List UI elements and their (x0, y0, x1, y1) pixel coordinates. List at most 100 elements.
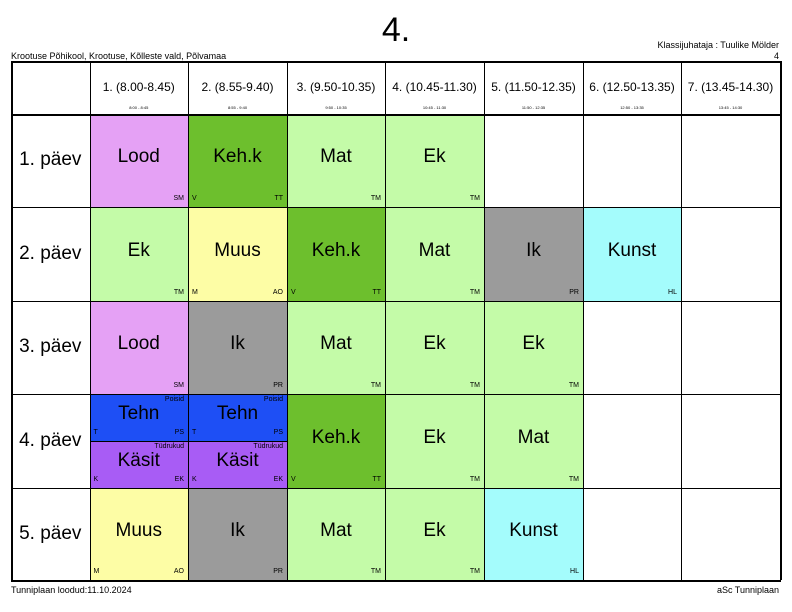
lesson-cell[interactable]: Kunst HL (484, 487, 583, 580)
lesson-cell[interactable]: Mat TM (484, 394, 583, 488)
lesson-room: M (93, 568, 100, 575)
lesson-subject: Mat (517, 426, 550, 448)
lesson-teacher: TM (469, 568, 480, 575)
grid-line (287, 61, 288, 580)
lesson-teacher: AO (173, 568, 184, 575)
lesson-teacher: HL (570, 568, 579, 575)
lesson-cell[interactable]: Keh.k V TT (188, 113, 287, 207)
grid-line (484, 61, 485, 580)
grid-line (11, 394, 781, 395)
lesson-subject: Lood (117, 146, 160, 168)
lesson-subject: Muus (214, 239, 261, 261)
lesson-cell[interactable]: Keh.k V TT (287, 207, 385, 301)
grid-line (11, 61, 781, 63)
grid-line (11, 580, 781, 582)
lesson-teacher: TM (173, 288, 184, 296)
lesson-teacher: AO (272, 288, 283, 296)
grid-line (188, 440, 287, 442)
lesson-room: M (192, 288, 198, 296)
lesson-cell[interactable]: Ek TM (385, 113, 484, 207)
period-label: 2. (8.55-9.40) (201, 80, 274, 94)
lesson-teacher: TT (274, 195, 283, 202)
footer-created-date: Tunniplaan loodud:11.10.2024 (11, 585, 132, 595)
lesson-teacher: PS (174, 428, 184, 436)
grid-line (11, 300, 781, 302)
lesson-subject: Kunst (509, 519, 558, 541)
lesson-cell[interactable]: Ek TM (385, 300, 484, 394)
lesson-teacher: TM (469, 195, 480, 202)
lesson-teacher: TM (469, 382, 480, 389)
lesson-cell[interactable]: Mat TM (287, 113, 385, 207)
lesson-cell[interactable]: Tehn Poisid T PS (188, 394, 287, 441)
lesson-teacher: SM (173, 382, 185, 389)
lesson-cell[interactable]: Kunst HL (583, 207, 681, 301)
day-label: 3. päev (19, 336, 82, 358)
period-label: 1. (8.00-8.45) (102, 80, 175, 94)
lesson-cell[interactable]: Muus M AO (89, 487, 188, 580)
period-header: 5. (11.50-12.35) 11:50 - 12:35 (484, 61, 583, 114)
lesson-cell[interactable]: Mat TM (287, 300, 385, 394)
grid-line (11, 61, 13, 580)
school-name: Krootuse Põhikool, Krootuse, Kõlleste va… (11, 51, 227, 61)
lesson-cell[interactable]: Ik PR (188, 300, 287, 394)
lesson-cell[interactable]: Ek TM (385, 394, 484, 488)
lesson-teacher: EK (273, 475, 283, 483)
lesson-cell[interactable]: Käsit Tüdrukud K EK (89, 440, 188, 488)
lesson-teacher: TM (370, 382, 381, 389)
period-label: 6. (12.50-13.35) (589, 80, 675, 94)
period-label: 4. (10.45-11.30) (392, 80, 477, 94)
lesson-cell[interactable]: Keh.k V TT (287, 394, 385, 488)
lesson-teacher: TT (372, 288, 381, 296)
lesson-subject: Mat (320, 519, 352, 541)
lesson-group: Tüdrukud (154, 442, 184, 450)
lesson-cell[interactable]: Ik PR (484, 207, 583, 301)
lesson-cell[interactable]: Mat TM (287, 487, 385, 580)
head-teacher-code: 4 (773, 51, 779, 61)
lesson-teacher: TM (568, 382, 579, 389)
grid-line (11, 113, 781, 116)
lesson-cell[interactable]: Ek TM (484, 300, 583, 394)
lesson-room: V (291, 475, 296, 483)
footer-brand: aSc Tunniplaan (716, 585, 779, 595)
lesson-cell[interactable]: Ek TM (385, 487, 484, 580)
lesson-cell[interactable]: Muus M AO (188, 207, 287, 301)
lesson-room: V (192, 195, 197, 202)
lesson-group: Tüdrukud (253, 442, 283, 450)
lesson-subject: Ek (127, 239, 150, 261)
lesson-cell[interactable]: Mat TM (385, 207, 484, 301)
lesson-cell[interactable]: Ek TM (89, 207, 188, 301)
lesson-cell[interactable]: Tehn Poisid T PS (89, 394, 188, 441)
lesson-subject: Ek (423, 146, 446, 168)
period-label: 7. (13.45-14.30) (687, 80, 774, 94)
period-time: 8:55 - 9:40 (227, 105, 248, 110)
grid-line (385, 61, 386, 580)
lesson-group: Poisid (263, 396, 283, 403)
lesson-teacher: TM (370, 195, 381, 202)
lesson-teacher: TM (370, 568, 381, 575)
day-label: 1. päev (19, 149, 82, 171)
lesson-subject: Mat (418, 239, 451, 261)
lesson-subject: Ik (526, 239, 541, 261)
lesson-cell[interactable]: Ik PR (188, 487, 287, 580)
lesson-subject: Keh.k (311, 239, 361, 261)
grid-line (89, 440, 188, 442)
lesson-subject: Tehn (118, 403, 160, 425)
lesson-cell[interactable]: Lood SM (89, 300, 188, 394)
lesson-cell[interactable]: Lood SM (89, 113, 188, 207)
lesson-group: Poisid (164, 396, 184, 403)
grid-line (681, 61, 682, 580)
lesson-subject: Lood (117, 333, 160, 355)
day-label: 2. päev (19, 242, 82, 264)
lesson-room: K (93, 475, 99, 483)
lesson-cell[interactable]: Käsit Tüdrukud K EK (188, 440, 287, 488)
period-header: 6. (12.50-13.35) 12:50 - 13:35 (583, 61, 681, 114)
lesson-subject: Ik (230, 333, 245, 355)
lesson-subject: Keh.k (213, 146, 262, 168)
lesson-room: T (93, 428, 98, 436)
grid-line (583, 61, 584, 580)
period-time: 12:50 - 13:35 (620, 105, 644, 110)
head-teacher-block: Klassijuhataja : Tuulike Mölder 4 (657, 40, 779, 62)
lesson-teacher: EK (174, 475, 184, 483)
lesson-teacher: TT (372, 475, 381, 483)
lesson-subject: Ek (423, 333, 446, 355)
